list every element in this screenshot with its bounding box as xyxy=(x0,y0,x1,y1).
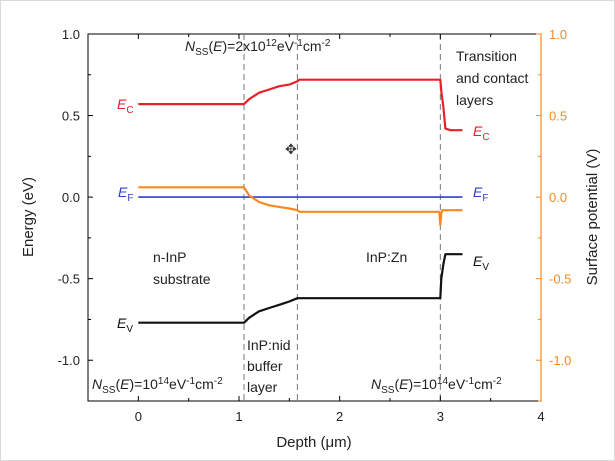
annotation-buffer-line-0: InP:nid xyxy=(247,337,291,353)
y-left-tick-label: -0.5 xyxy=(58,272,80,287)
y-axis-right-title: Surface potential (V) xyxy=(584,149,601,286)
y-left-tick-label: -1.0 xyxy=(58,353,80,368)
series-line-ev xyxy=(138,253,463,324)
annotation-buffer-line-2: layer xyxy=(247,379,278,395)
plot-area xyxy=(87,33,542,402)
label-ec-left: EC xyxy=(117,96,134,116)
annotations: NSS(E)=2x1012eV-1cm-2 NSS(E)=1014eV-1cm-2… xyxy=(92,38,528,396)
y-right-tick-label: -1.0 xyxy=(549,353,571,368)
annotation-nss-right: NSS(E)=1014eV-1cm-2 xyxy=(371,376,502,396)
label-ev-right: EV xyxy=(473,253,489,273)
x-tick-label: 1 xyxy=(235,409,242,424)
move-cursor-icon: ✥ xyxy=(285,142,297,158)
x-axis-title: Depth (μm) xyxy=(276,434,351,451)
series-layer xyxy=(138,78,463,324)
x-tick-label: 3 xyxy=(437,409,444,424)
x-tick-label: 0 xyxy=(135,409,142,424)
y-axis-left-title: Energy (eV) xyxy=(20,177,37,257)
annotation-contact-line-0: Transition xyxy=(456,48,517,64)
axis-ticks: 0 1 2 3 4 1.0 0.5 0.0 -0.5 -1.0 1.0 0.5 0.0 -0.5 -1.0 xyxy=(58,27,572,424)
series-line-surface-potential xyxy=(138,186,463,226)
x-tick-label: 4 xyxy=(537,409,544,424)
annotation-znlayer: InP:Zn xyxy=(366,249,407,265)
series-line-ec xyxy=(138,78,463,132)
annotation-contact-line-2: layers xyxy=(456,92,493,108)
label-ef-left: EF xyxy=(118,184,133,204)
annotation-substrate-line-0: n-InP xyxy=(153,249,186,265)
label-ec-right: EC xyxy=(473,123,490,143)
annotation-nss-left: NSS(E)=1014eV-1cm-2 xyxy=(92,376,223,396)
y-right-tick-label: 1.0 xyxy=(549,27,567,42)
annotation-nss-top: NSS(E)=2x1012eV-1cm-2 xyxy=(185,38,331,58)
annotation-buffer-line-1: buffer xyxy=(247,358,283,374)
y-right-tick-label: -0.5 xyxy=(549,272,571,287)
y-right-tick-label: 0.0 xyxy=(549,190,567,205)
y-right-tick-label: 0.5 xyxy=(549,109,567,124)
y-left-tick-label: 0.5 xyxy=(62,109,80,124)
label-ef-right: EF xyxy=(473,184,488,204)
y-left-tick-label: 0.0 xyxy=(62,190,80,205)
x-tick-label: 2 xyxy=(336,409,343,424)
y-left-tick-label: 1.0 xyxy=(62,27,80,42)
label-ev-left: EV xyxy=(117,315,133,335)
annotation-contact-line-1: and contact xyxy=(456,70,528,86)
annotation-substrate-line-1: substrate xyxy=(153,271,211,287)
